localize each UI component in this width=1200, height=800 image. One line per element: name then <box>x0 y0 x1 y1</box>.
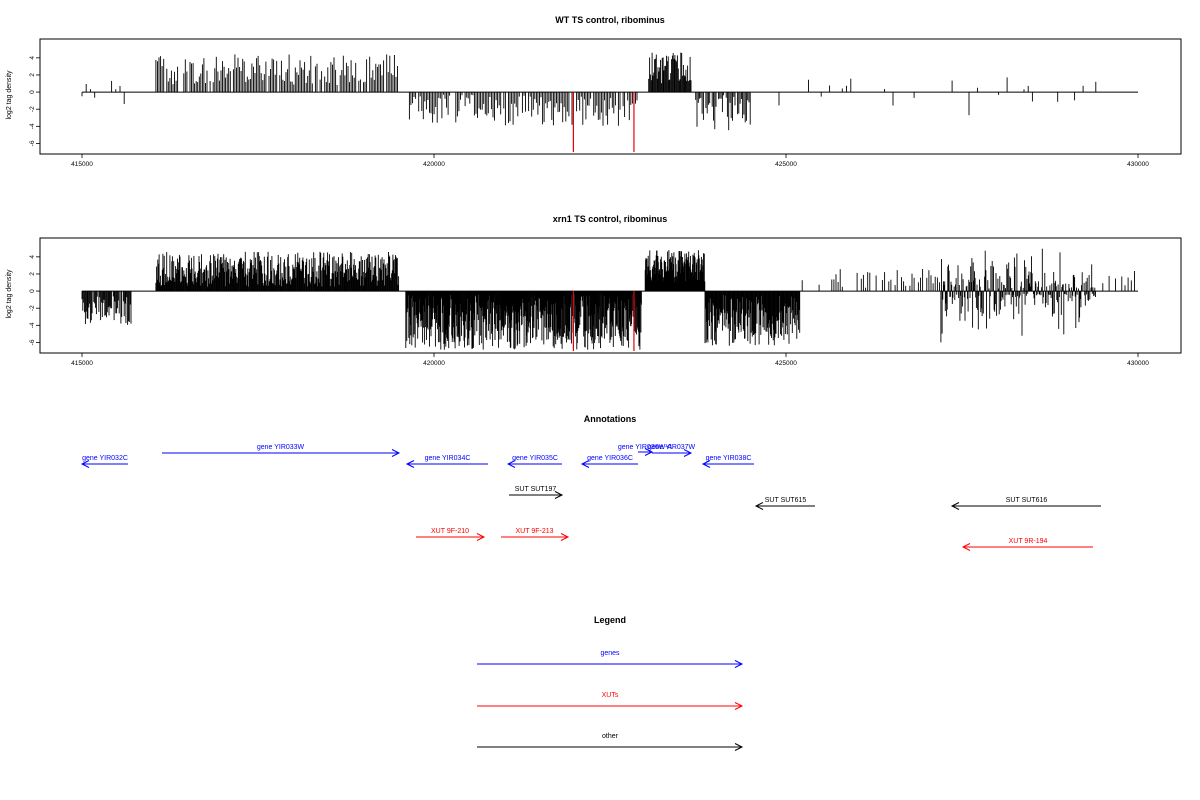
y-tick-label: -4 <box>29 123 36 129</box>
y-axis-label: log2 tag density <box>6 269 13 319</box>
annotation-label: gene YIR036C <box>587 455 633 462</box>
annotation-label: gene YIR032C <box>82 455 128 462</box>
panel-title: xrn1 TS control, ribominus <box>553 214 668 224</box>
x-tick-label: 415000 <box>71 360 93 367</box>
y-tick-label: 4 <box>29 56 36 60</box>
highlight-bars <box>572 291 635 351</box>
annotation-label: gene YIR038C <box>706 455 752 462</box>
annotation-arrow <box>652 449 693 457</box>
panel-title: WT TS control, ribominus <box>555 15 665 25</box>
annotation-arrow <box>162 449 401 457</box>
x-tick-label: 425000 <box>775 360 797 367</box>
annotation-arrow <box>961 543 1093 551</box>
y-tick-label: -4 <box>29 322 36 328</box>
x-tick-label: 415000 <box>71 161 93 168</box>
annotation-features: gene YIR032C gene YIR033W gene YIR034C gene… <box>80 444 1101 551</box>
annotation-label: SUT SUT197 <box>515 486 557 493</box>
legend-items: genes XUTs other <box>477 650 744 751</box>
x-tick-label: 425000 <box>775 161 797 168</box>
legend-arrow <box>477 702 744 710</box>
annotations-title: Annotations <box>584 414 637 424</box>
y-axis: 4 2 0 -2 -4 -6 <box>29 255 41 345</box>
y-tick-label: 4 <box>29 255 36 259</box>
x-tick-label: 420000 <box>423 161 445 168</box>
y-axis: 4 2 0 -2 -4 -6 <box>29 56 41 146</box>
x-tick-label: 430000 <box>1127 360 1149 367</box>
annotation-label: gene YIR034C <box>425 455 471 462</box>
annotation-arrow <box>754 502 815 510</box>
legend-arrow <box>477 660 744 668</box>
y-axis-label: log2 tag density <box>6 70 13 120</box>
y-tick-label: 2 <box>29 272 36 276</box>
x-axis: 415000 420000 425000 430000 <box>71 352 1149 367</box>
y-tick-label: 0 <box>29 90 36 94</box>
annotation-label: gene YIR033W <box>257 444 305 451</box>
y-tick-label: -6 <box>29 140 36 146</box>
y-tick-label: -6 <box>29 339 36 345</box>
xrn1-coverage-panel: xrn1 TS control, ribominus log2 tag dens… <box>6 214 1182 367</box>
coverage-bars <box>81 248 1135 350</box>
x-axis: 415000 420000 425000 430000 <box>71 153 1149 168</box>
annotation-arrow <box>501 533 570 541</box>
annotation-label: SUT SUT615 <box>765 497 807 504</box>
legend-label: XUTs <box>602 692 619 699</box>
y-tick-label: 2 <box>29 73 36 77</box>
wt-coverage-panel: WT TS control, ribominus log2 tag densit… <box>6 15 1182 168</box>
annotation-label: gene YIR037W <box>648 444 696 451</box>
annotation-arrow <box>80 460 128 468</box>
legend-label: other <box>602 733 619 740</box>
legend: Legend genes XUTs other <box>477 615 744 751</box>
legend-label: genes <box>600 650 620 657</box>
y-tick-label: 0 <box>29 289 36 293</box>
annotation-arrow <box>701 460 754 468</box>
annotation-arrow <box>950 502 1101 510</box>
highlight-bars <box>572 92 635 152</box>
legend-title: Legend <box>594 615 626 625</box>
annotation-label: gene YIR036W-A <box>618 444 673 451</box>
annotation-label: SUT SUT616 <box>1006 497 1048 504</box>
x-tick-label: 420000 <box>423 360 445 367</box>
annotation-arrow <box>509 491 564 499</box>
annotation-label: XUT 9F-210 <box>431 528 469 535</box>
y-tick-label: -2 <box>29 106 36 112</box>
annotation-label: gene YIR035C <box>512 455 558 462</box>
y-tick-label: -2 <box>29 305 36 311</box>
coverage-bars <box>81 52 1097 131</box>
annotation-arrow <box>506 460 562 468</box>
annotation-arrow <box>580 460 638 468</box>
legend-arrow <box>477 743 744 751</box>
annotation-label: XUT 9F-213 <box>516 528 554 535</box>
annotation-arrow <box>416 533 486 541</box>
annotation-label: XUT 9R-194 <box>1009 538 1048 545</box>
x-tick-label: 430000 <box>1127 161 1149 168</box>
annotation-arrow <box>638 448 654 456</box>
annotation-arrow <box>405 460 488 468</box>
